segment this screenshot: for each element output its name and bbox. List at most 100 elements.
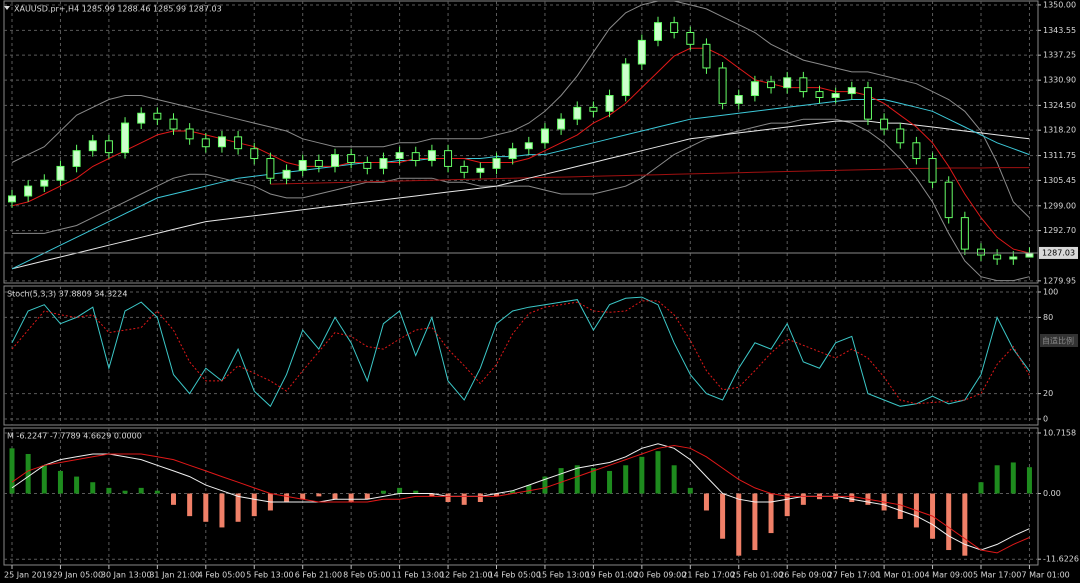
candle-body bbox=[718, 67, 727, 104]
x-tick-label: 5 Mar 17:00 bbox=[973, 571, 1021, 580]
candle-body bbox=[944, 181, 953, 219]
candle-body bbox=[621, 63, 630, 97]
histogram-bar bbox=[284, 493, 290, 503]
candle-body bbox=[783, 77, 792, 89]
histogram-bar bbox=[397, 487, 403, 494]
histogram-bar bbox=[445, 493, 451, 503]
candle-body bbox=[863, 87, 872, 120]
histogram-bar bbox=[946, 493, 952, 551]
x-tick-label: 19 Feb 01:00 bbox=[585, 571, 637, 580]
x-tick-label: 21 Feb 17:00 bbox=[682, 571, 734, 580]
series-line bbox=[12, 118, 1030, 282]
histogram-bar bbox=[332, 493, 338, 500]
series-line bbox=[270, 167, 1030, 185]
x-tick-label: 30 Jan 13:00 bbox=[101, 571, 152, 580]
candle-body bbox=[977, 248, 985, 256]
y-tick-label: 1311.75 bbox=[1043, 151, 1076, 160]
y-tick-label: 10.7158 bbox=[1043, 428, 1076, 437]
candle-body bbox=[750, 81, 759, 97]
histogram-bar bbox=[203, 493, 209, 522]
histogram-bar bbox=[720, 493, 726, 539]
x-tick-label: 4 Mar 09:00 bbox=[925, 571, 973, 580]
candle-body bbox=[993, 254, 1002, 260]
x-tick-label: 14 Feb 05:00 bbox=[489, 571, 541, 580]
y-tick-label: 0 bbox=[1043, 415, 1048, 424]
histogram-bar bbox=[122, 490, 128, 494]
y-tick-label: 1279.95 bbox=[1043, 276, 1076, 285]
y-tick-label: 80 bbox=[1043, 313, 1053, 322]
x-tick-label: 29 Jan 05:00 bbox=[52, 571, 103, 580]
y-tick-label: 1330.90 bbox=[1043, 76, 1076, 85]
series-line bbox=[11, 120, 1030, 270]
histogram-bar bbox=[962, 493, 968, 556]
histogram-bar bbox=[364, 493, 370, 500]
candle-body bbox=[88, 140, 97, 152]
candle-body bbox=[347, 154, 356, 163]
annotation: 自适比例 bbox=[1042, 336, 1074, 346]
candle-body bbox=[670, 22, 679, 34]
candle-body bbox=[137, 112, 146, 124]
histogram-bar bbox=[994, 465, 1000, 494]
histogram-bar bbox=[154, 490, 160, 494]
histogram-bar bbox=[590, 468, 596, 494]
price-tag-label: 1287.03 bbox=[1042, 248, 1075, 257]
histogram-bar bbox=[316, 493, 322, 497]
candle-body bbox=[460, 165, 469, 173]
y-tick-label: 100 bbox=[1043, 287, 1058, 296]
x-tick-label: 4 Feb 05:00 bbox=[198, 571, 245, 580]
x-tick-label: 25 Jan 2019 bbox=[4, 571, 52, 580]
x-tick-label: 12 Feb 21:00 bbox=[440, 571, 492, 580]
histogram-bar bbox=[9, 448, 15, 494]
y-tick-label: 1305.45 bbox=[1043, 176, 1076, 185]
candle-body bbox=[508, 148, 517, 160]
histogram-bar bbox=[978, 482, 984, 494]
candle-body bbox=[880, 118, 889, 130]
histogram-bar bbox=[768, 493, 774, 534]
candle-body bbox=[896, 128, 905, 144]
candle-body bbox=[799, 77, 808, 93]
candle-body bbox=[557, 118, 566, 130]
plot bbox=[11, 296, 1030, 408]
histogram-bar bbox=[655, 451, 661, 494]
candle-body bbox=[928, 158, 937, 183]
candle-body bbox=[605, 95, 614, 112]
annotation-box bbox=[1040, 334, 1078, 347]
y-tick-label: 0.00 bbox=[1043, 489, 1061, 498]
candle-body bbox=[492, 158, 501, 169]
menu-triangle[interactable] bbox=[4, 6, 10, 10]
x-tick-label: 8 Feb 05:00 bbox=[343, 571, 390, 580]
x-tick-label: 27 Feb 17:00 bbox=[828, 571, 880, 580]
y-tick-label: 1318.20 bbox=[1043, 126, 1076, 135]
series-line bbox=[11, 443, 1030, 551]
candle-body bbox=[1009, 256, 1018, 260]
histogram-bar bbox=[25, 453, 31, 494]
series-line bbox=[11, 296, 1030, 408]
x-tick-label: 1 Mar 01:00 bbox=[876, 571, 924, 580]
histogram-bar bbox=[752, 493, 758, 551]
histogram-bar bbox=[57, 470, 63, 494]
histogram-bar bbox=[235, 493, 241, 522]
x-tick-label: 5 Feb 13:00 bbox=[246, 571, 293, 580]
candle-body bbox=[476, 167, 485, 173]
histogram-bar bbox=[574, 465, 580, 494]
histogram-bar bbox=[90, 482, 96, 494]
candle-body bbox=[298, 160, 307, 171]
histogram-bar bbox=[41, 465, 47, 494]
x-tick-label: 15 Feb 13:00 bbox=[537, 571, 589, 580]
histogram-bar bbox=[1010, 462, 1016, 494]
candle-body bbox=[815, 91, 824, 98]
candle-body bbox=[1025, 252, 1034, 258]
candle-body bbox=[121, 122, 130, 154]
candle-body bbox=[427, 150, 436, 162]
candle-body bbox=[314, 160, 323, 167]
plot bbox=[9, 443, 1032, 556]
histogram-bar bbox=[413, 490, 419, 494]
histogram-bar bbox=[251, 493, 257, 517]
histogram-bar bbox=[348, 493, 354, 503]
histogram-bar bbox=[849, 493, 855, 503]
histogram-bar bbox=[429, 493, 435, 497]
candle-body bbox=[767, 81, 776, 89]
price-tag bbox=[1039, 246, 1078, 259]
histogram-bar bbox=[187, 493, 193, 517]
panel-frame bbox=[3, 0, 1039, 284]
